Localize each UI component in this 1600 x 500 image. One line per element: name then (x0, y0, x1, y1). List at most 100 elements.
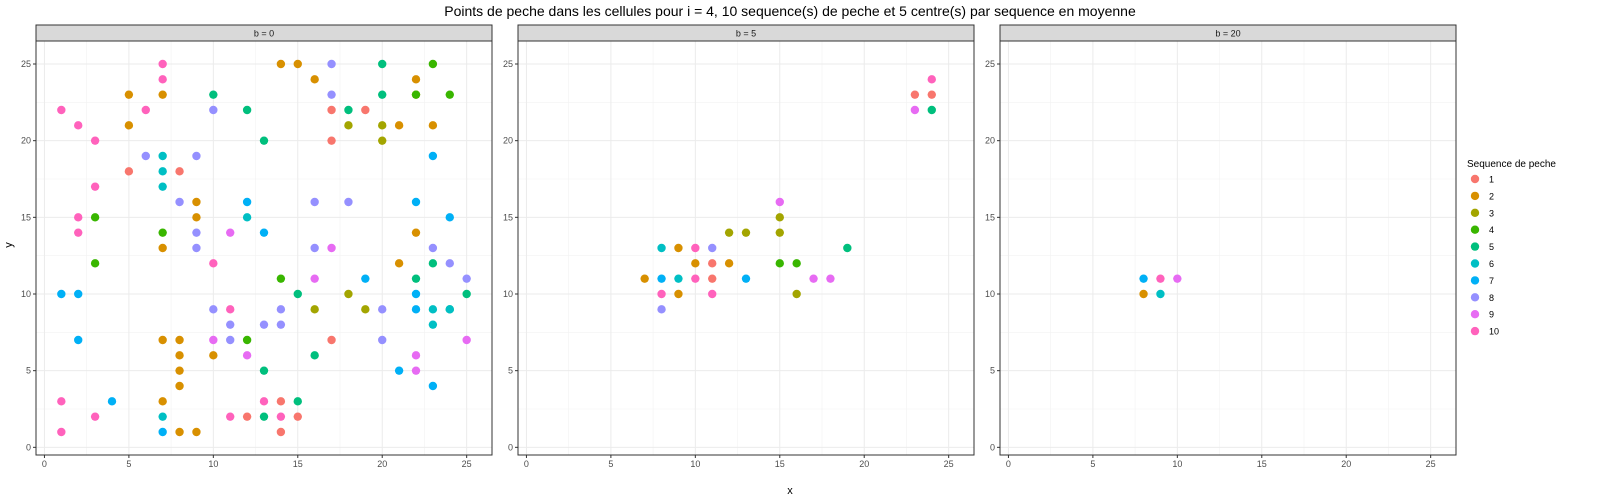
data-point-seq-5 (209, 90, 218, 99)
data-point-seq-2 (192, 427, 201, 437)
data-point-seq-10 (158, 75, 167, 84)
data-point-seq-10 (691, 243, 700, 253)
data-point-seq-1 (242, 412, 252, 421)
data-point-seq-9 (775, 197, 784, 207)
data-point-seq-2 (192, 213, 201, 222)
data-point-seq-5 (293, 289, 302, 299)
data-point-seq-3 (775, 228, 784, 237)
data-point-seq-8 (209, 105, 218, 115)
data-point-seq-2 (158, 90, 167, 99)
data-point-seq-8 (259, 320, 269, 329)
data-point-seq-10 (74, 213, 83, 222)
data-point-seq-2 (158, 397, 167, 406)
data-point-seq-8 (378, 335, 387, 345)
facet-panel: b = 20 0 5 10 15 20 25 0 5 10 15 20 25 (985, 24, 1457, 469)
plot-background (518, 41, 974, 455)
data-point-seq-6 (1156, 289, 1165, 299)
y-tick-label: 25 (21, 59, 31, 69)
data-point-seq-7 (428, 151, 438, 161)
data-point-seq-8 (428, 243, 438, 253)
data-point-seq-6 (158, 167, 167, 176)
data-point-seq-8 (657, 305, 666, 314)
data-point-seq-2 (192, 197, 201, 207)
data-point-seq-8 (327, 59, 336, 69)
data-point-seq-7 (411, 305, 421, 314)
y-tick-label: 0 (990, 442, 995, 452)
data-point-seq-6 (657, 243, 666, 253)
data-point-seq-10 (1156, 274, 1165, 283)
x-tick-label: 5 (126, 459, 131, 469)
data-point-seq-2 (158, 335, 167, 345)
data-point-seq-8 (192, 228, 201, 237)
data-point-seq-2 (175, 427, 184, 437)
data-point-seq-2 (411, 75, 421, 84)
data-point-seq-7 (242, 197, 252, 207)
data-point-seq-5 (293, 397, 302, 406)
facet-panel: b = 5 0 5 10 15 20 25 0 5 10 15 20 25 (503, 24, 975, 469)
facet-strip-label: b = 5 (736, 29, 756, 39)
data-point-seq-10 (74, 228, 83, 237)
y-tick-label: 10 (503, 289, 513, 299)
data-point-seq-9 (327, 243, 336, 253)
data-point-seq-2 (691, 259, 700, 268)
data-point-seq-9 (242, 351, 252, 360)
data-point-seq-1 (276, 397, 286, 406)
data-point-seq-7 (107, 397, 117, 406)
data-point-seq-8 (378, 305, 387, 314)
legend-key-seq-10 (1470, 326, 1480, 336)
legend-label-seq-10: 10 (1489, 327, 1499, 337)
data-point-seq-10 (90, 182, 100, 191)
data-point-seq-1 (927, 90, 936, 99)
data-point-seq-8 (226, 320, 235, 329)
data-point-seq-2 (1139, 289, 1148, 299)
data-point-seq-10 (657, 289, 666, 299)
data-point-seq-10 (57, 427, 66, 437)
data-point-seq-10 (74, 121, 83, 130)
data-point-seq-9 (310, 274, 319, 283)
y-tick-label: 20 (503, 136, 513, 146)
data-point-seq-2 (394, 259, 404, 268)
x-tick-label: 0 (42, 459, 47, 469)
data-point-seq-3 (741, 228, 751, 237)
data-point-seq-9 (910, 105, 920, 115)
data-point-seq-10 (691, 274, 700, 283)
data-point-seq-8 (708, 243, 717, 253)
data-point-seq-6 (428, 305, 438, 314)
panels-layer: b = 0 0 5 10 15 20 25 0 5 10 15 20 25 b = 5 0 5 10 15 20 25… (21, 24, 1457, 469)
legend-key-seq-9 (1470, 310, 1480, 319)
data-point-seq-6 (158, 412, 167, 421)
data-point-seq-8 (192, 151, 201, 161)
legend-label-seq-2: 2 (1489, 191, 1494, 201)
data-point-seq-2 (428, 121, 438, 130)
data-point-seq-8 (192, 243, 201, 253)
legend-key-seq-8 (1470, 293, 1480, 302)
plot-background (1000, 41, 1456, 455)
y-tick-label: 15 (985, 212, 995, 222)
data-point-seq-9 (411, 366, 421, 375)
data-point-seq-2 (175, 366, 184, 375)
legend-label-seq-7: 7 (1489, 276, 1494, 286)
data-point-seq-4 (792, 259, 801, 268)
data-point-seq-2 (411, 228, 421, 237)
legend-title: Sequence de peche (1467, 159, 1556, 170)
data-point-seq-2 (175, 351, 184, 360)
data-point-seq-2 (124, 121, 134, 130)
x-tick-label: 20 (1341, 459, 1351, 469)
x-tick-label: 20 (377, 459, 387, 469)
data-point-seq-7 (361, 274, 370, 283)
data-point-seq-7 (259, 228, 269, 237)
data-point-seq-8 (226, 335, 235, 345)
data-point-seq-2 (310, 75, 319, 84)
data-point-seq-6 (158, 151, 167, 161)
data-point-seq-2 (394, 121, 404, 130)
data-point-seq-7 (657, 274, 666, 283)
y-tick-label: 20 (985, 136, 995, 146)
data-point-seq-7 (411, 289, 421, 299)
x-tick-label: 0 (524, 459, 529, 469)
data-point-seq-7 (394, 366, 404, 375)
data-point-seq-10 (90, 412, 100, 421)
data-point-seq-2 (158, 243, 167, 253)
data-point-seq-8 (310, 243, 319, 253)
data-point-seq-4 (411, 90, 421, 99)
data-point-seq-7 (57, 289, 66, 299)
